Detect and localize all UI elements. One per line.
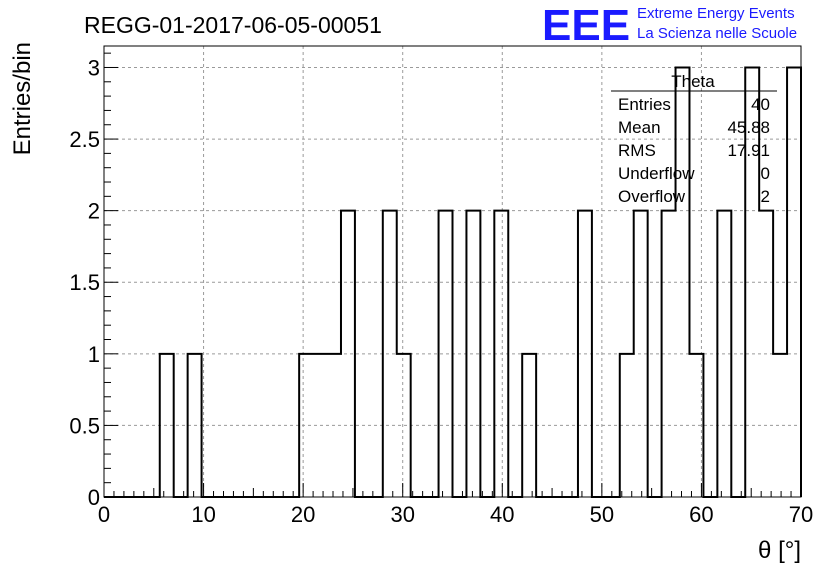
histogram-bin <box>313 354 327 497</box>
stats-row-value: 40 <box>751 95 770 114</box>
x-tick-label: 60 <box>689 502 713 527</box>
y-tick-label: 3 <box>88 55 100 80</box>
histogram-bin <box>188 354 202 497</box>
stats-row-value: 0 <box>761 164 770 183</box>
y-tick-label: 2 <box>88 199 100 224</box>
stats-row-label: Underflow <box>618 164 695 183</box>
stats-box: Theta Entries 40 Mean 45.88 RMS 17.91 Underflo… <box>611 72 777 206</box>
histogram-bin <box>341 211 355 497</box>
histogram-bin <box>634 211 648 497</box>
histogram-bin <box>773 354 787 497</box>
x-tick-label: 0 <box>98 502 110 527</box>
histogram-bin <box>662 211 676 497</box>
run-title: REGG-01-2017-06-05-00051 <box>84 12 382 38</box>
eee-logo: EEE Extreme Energy Events La Scienza nel… <box>542 1 797 50</box>
x-tick-label: 40 <box>490 502 514 527</box>
y-tick-label: 1.5 <box>69 270 100 295</box>
stats-row-value: 17.91 <box>727 141 770 160</box>
stats-row-label: Entries <box>618 95 671 114</box>
y-axis-ticks: 0 0.5 1 1.5 2 2.5 3 <box>69 52 118 510</box>
histogram-bin <box>383 211 397 497</box>
y-axis-label: Entries/bin <box>9 42 36 155</box>
histogram-bin <box>327 354 341 497</box>
histogram-bin <box>522 354 536 497</box>
histogram-bin <box>299 354 313 497</box>
x-tick-label: 70 <box>789 502 813 527</box>
y-tick-label: 0 <box>88 485 100 510</box>
histogram-bin <box>494 211 508 497</box>
stats-row-label: Overflow <box>618 187 686 206</box>
histogram-bin <box>759 211 773 497</box>
histogram-bin <box>578 211 592 497</box>
x-tick-label: 20 <box>291 502 315 527</box>
stats-title: Theta <box>671 72 715 91</box>
eee-logo-line2: La Scienza nelle Scuole <box>637 25 797 42</box>
histogram-bin <box>676 67 690 497</box>
histogram-bin <box>689 354 703 497</box>
y-tick-label: 0.5 <box>69 413 100 438</box>
y-tick-label: 1 <box>88 342 100 367</box>
histogram-bin <box>466 211 480 497</box>
histogram-bin <box>787 67 801 497</box>
stats-row-value: 2 <box>761 187 770 206</box>
stats-row-label: RMS <box>618 141 656 160</box>
x-axis-ticks: 0 10 20 30 40 50 60 70 <box>98 483 813 527</box>
x-tick-label: 50 <box>590 502 614 527</box>
stats-row-value: 45.88 <box>727 118 770 137</box>
x-tick-label: 30 <box>390 502 414 527</box>
histogram-bin <box>397 354 411 497</box>
histogram-bin <box>620 354 634 497</box>
x-axis-label: θ [°] <box>758 537 801 564</box>
histogram-bin <box>717 211 731 497</box>
eee-logo-mark: EEE <box>542 1 630 50</box>
histogram-bin <box>160 354 174 497</box>
y-tick-label: 2.5 <box>69 127 100 152</box>
x-tick-label: 10 <box>191 502 215 527</box>
eee-logo-line1: Extreme Energy Events <box>637 5 795 22</box>
histogram-bin <box>439 211 453 497</box>
stats-row-label: Mean <box>618 118 661 137</box>
